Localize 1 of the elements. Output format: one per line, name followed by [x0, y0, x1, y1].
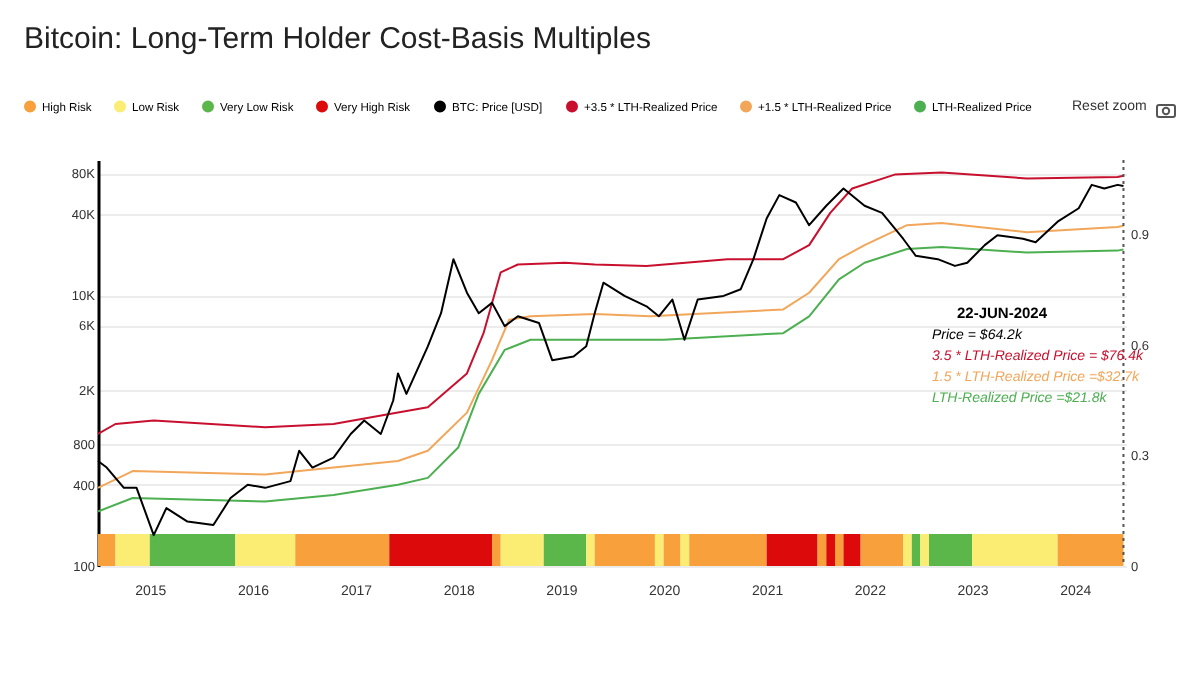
chart-title: Bitcoin: Long-Term Holder Cost-Basis Multiples	[24, 22, 651, 56]
